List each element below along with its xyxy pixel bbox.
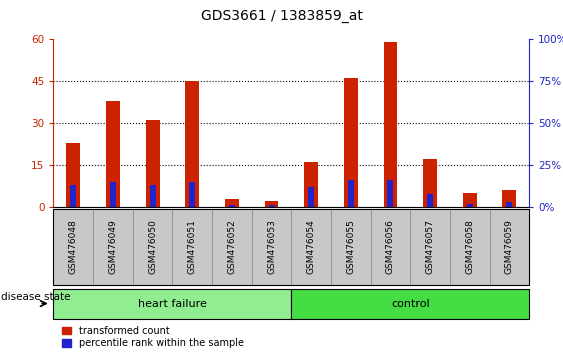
Text: heart failure: heart failure — [138, 298, 207, 309]
Bar — [66, 143, 81, 207]
Bar — [423, 159, 437, 207]
Bar — [348, 180, 354, 207]
Bar — [269, 205, 275, 207]
Text: disease state: disease state — [1, 292, 70, 302]
Text: GSM476057: GSM476057 — [426, 219, 435, 274]
Bar — [146, 120, 159, 207]
Bar — [502, 190, 516, 207]
Text: GSM476056: GSM476056 — [386, 219, 395, 274]
Bar — [304, 162, 318, 207]
Bar — [344, 78, 358, 207]
Text: GSM476058: GSM476058 — [465, 219, 474, 274]
Text: GDS3661 / 1383859_at: GDS3661 / 1383859_at — [200, 9, 363, 23]
Bar — [265, 201, 279, 207]
Text: GSM476054: GSM476054 — [307, 219, 316, 274]
Text: GSM476051: GSM476051 — [187, 219, 196, 274]
Bar — [467, 204, 473, 207]
Text: control: control — [391, 298, 430, 309]
Bar — [189, 182, 195, 207]
Bar — [106, 101, 120, 207]
Bar — [507, 202, 512, 207]
Text: GSM476059: GSM476059 — [505, 219, 514, 274]
Legend: transformed count, percentile rank within the sample: transformed count, percentile rank withi… — [61, 325, 245, 349]
Text: GSM476052: GSM476052 — [227, 219, 236, 274]
Text: GSM476048: GSM476048 — [69, 219, 78, 274]
Text: GSM476049: GSM476049 — [109, 219, 118, 274]
Text: GSM476053: GSM476053 — [267, 219, 276, 274]
Bar — [387, 180, 394, 207]
Bar — [70, 185, 76, 207]
Bar — [110, 182, 116, 207]
Bar — [308, 187, 314, 207]
Bar — [427, 194, 433, 207]
Text: GSM476055: GSM476055 — [346, 219, 355, 274]
Bar — [383, 42, 397, 207]
Bar — [185, 81, 199, 207]
Bar — [225, 199, 239, 207]
Text: GSM476050: GSM476050 — [148, 219, 157, 274]
Bar — [229, 205, 235, 207]
Bar — [150, 185, 155, 207]
Bar — [463, 193, 477, 207]
